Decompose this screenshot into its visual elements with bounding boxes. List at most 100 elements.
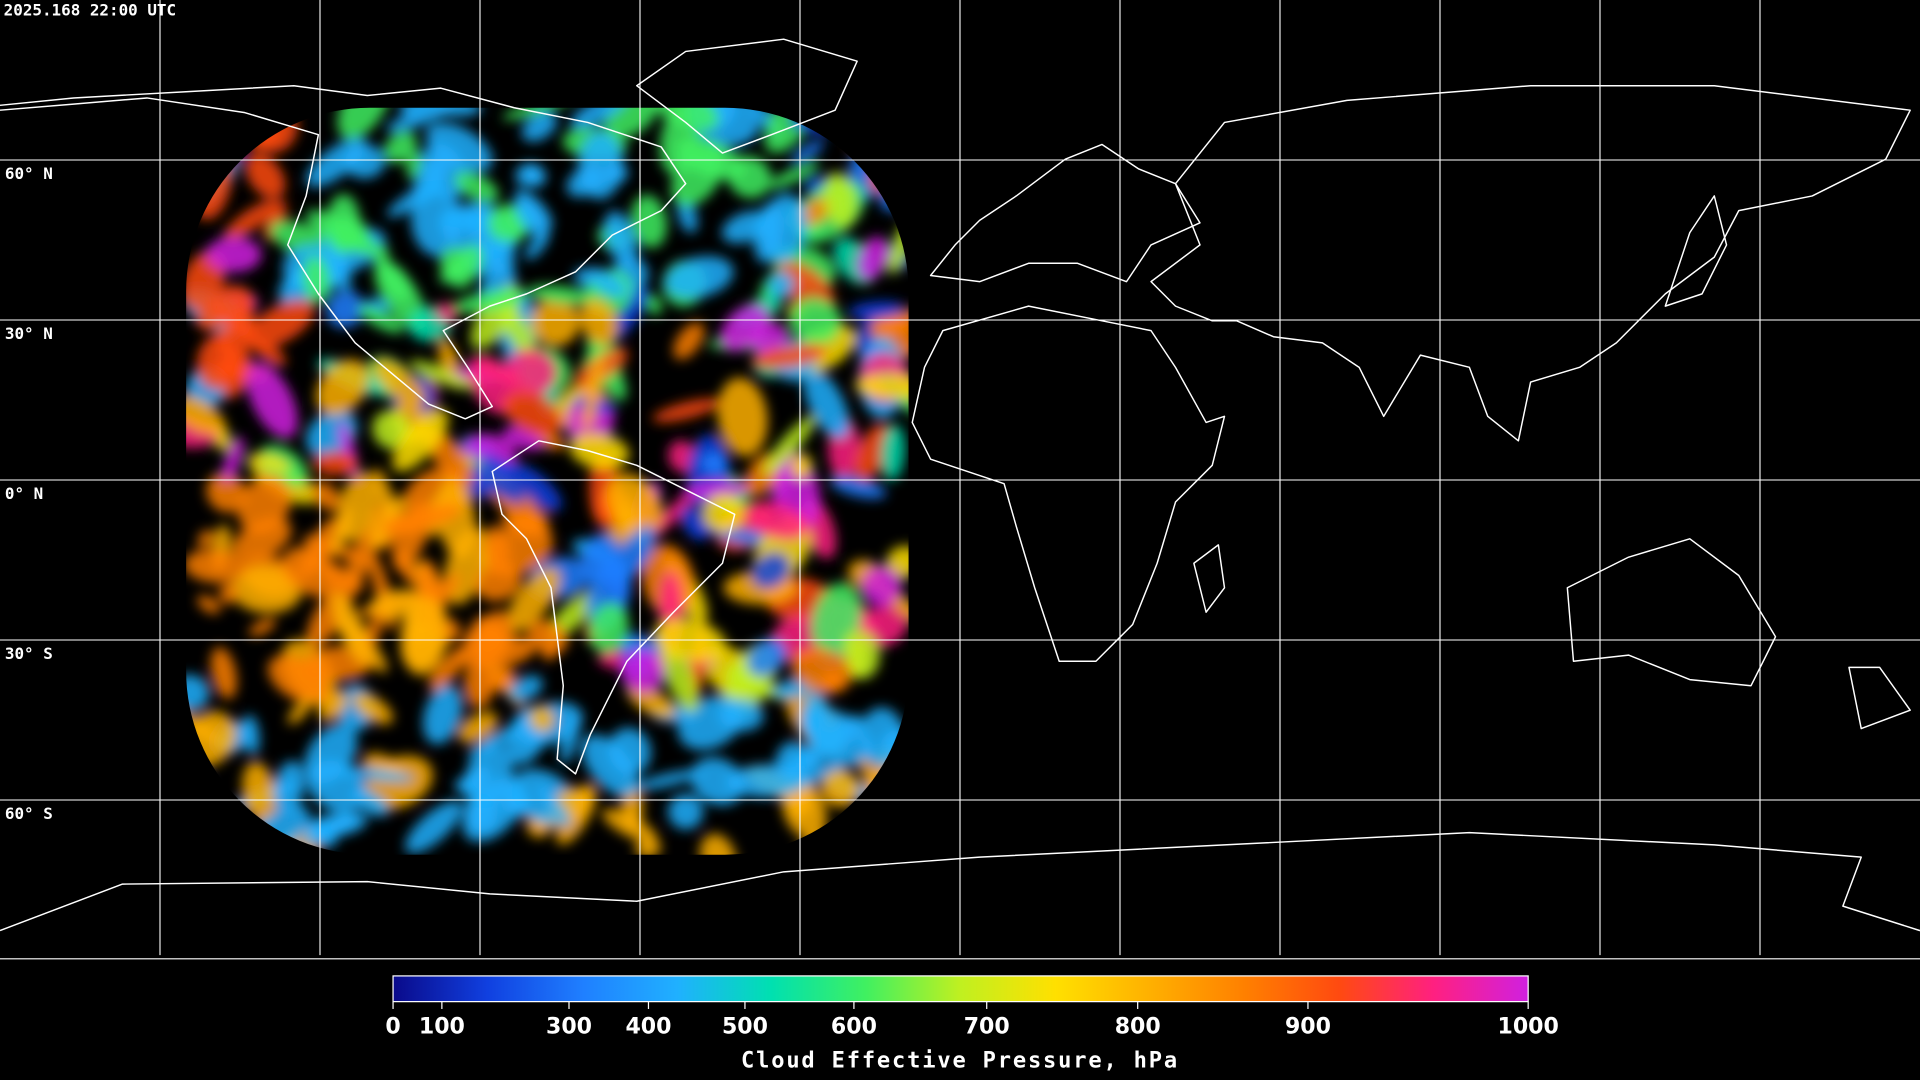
cloud-patch (306, 576, 356, 649)
cloud-patch (475, 563, 522, 602)
cloud-patch (335, 766, 415, 782)
cloud-patch (880, 424, 906, 481)
coastlines (0, 38, 1920, 932)
cloud-patch (527, 285, 595, 305)
cloud-patch (315, 359, 370, 416)
cloud-patch (313, 451, 359, 476)
cloud-patch (664, 256, 734, 299)
cloud-patch (186, 395, 226, 436)
cloud-patch (721, 210, 770, 244)
cloud-patch (436, 477, 477, 559)
cloud-patch (823, 172, 857, 228)
cloud-patch (581, 533, 621, 583)
cloud-patch (570, 107, 627, 129)
cloud-patch (603, 107, 658, 138)
cloud-patch (791, 140, 825, 164)
latitude-label: 30° N (5, 324, 53, 343)
cloud-patch (861, 565, 902, 607)
cloud-patch (503, 391, 563, 436)
cloud-patch (222, 436, 245, 483)
cloud-patch (530, 297, 580, 347)
colorbar-tick-label: 1000 (1497, 1014, 1558, 1039)
cloud-patch (373, 359, 425, 407)
cloud-patch (392, 513, 423, 535)
cloud-patch (412, 156, 449, 202)
cloud-patch (186, 549, 247, 583)
cloud-patch (620, 649, 665, 694)
cloud-patch (767, 271, 795, 298)
cloud-patch (249, 618, 276, 637)
colorbar-label: Cloud Effective Pressure, hPa (741, 1049, 1179, 1074)
cloud-patch (409, 360, 474, 390)
cloud-patch (223, 199, 278, 241)
cloud-patch (301, 256, 331, 303)
colorbar-tick-label: 500 (722, 1014, 768, 1039)
latitude-label: 30° S (5, 644, 53, 663)
colorbar-tick-label: 0 (385, 1014, 400, 1039)
cloud-patch (352, 692, 394, 725)
cloud-patch (246, 362, 298, 439)
cloud-patch (524, 164, 547, 188)
cloud-patch (633, 769, 704, 790)
cloud-patch (219, 583, 238, 605)
cloud-patch (854, 373, 909, 401)
colorbar (392, 975, 1529, 1003)
cloud-patch (267, 654, 330, 704)
cloud-patch (635, 837, 662, 855)
cloud-patch (610, 525, 656, 584)
colorbar-tick-label: 900 (1285, 1014, 1331, 1039)
cloud-patch (196, 334, 238, 391)
cloud-patch (673, 322, 705, 360)
cloud-patch (258, 454, 290, 471)
cloud-patch (454, 171, 499, 203)
cloud-patch (411, 185, 462, 257)
cloud-patch (751, 343, 828, 370)
cloud-patch (841, 630, 880, 679)
cloud-patch (195, 300, 229, 331)
cloud-patch (829, 475, 887, 499)
cloud-patch (205, 236, 262, 273)
graticule (0, 0, 1920, 956)
cloud-patch (242, 714, 260, 756)
cloud-patch (581, 734, 639, 797)
cloud-patch (337, 107, 392, 140)
cloud-patch (506, 567, 561, 632)
cloud-patch (887, 215, 909, 275)
cloud-patch (761, 415, 816, 477)
cloud-patch (717, 377, 768, 457)
cloud-patch (318, 691, 348, 722)
cloud-patch (579, 299, 619, 346)
cloud-patch (333, 215, 370, 251)
cloud-patch (768, 162, 820, 189)
cloud-patch (471, 463, 526, 504)
cloud-patch (886, 545, 909, 579)
latitude-label: 60° N (5, 164, 53, 183)
cloud-patch (484, 667, 517, 692)
colorbar-tick-label: 600 (831, 1014, 877, 1039)
cloud-patch (374, 261, 427, 331)
cloud-patch (372, 410, 411, 450)
timestamp: 2025.168 22:00 UTC (4, 1, 176, 20)
cloud-patch (536, 784, 572, 828)
cloud-patch (803, 369, 850, 439)
cloud-patch (282, 546, 341, 597)
cloud-patch (331, 592, 372, 667)
cloud-patch (242, 761, 277, 826)
cloud-patch (566, 165, 605, 198)
cloud-patch (760, 193, 807, 263)
cloud-patch (560, 711, 581, 764)
cloud-patch (722, 666, 788, 701)
cloud-patch (700, 452, 728, 475)
cloud-patch (461, 765, 491, 793)
cloud-patch (245, 152, 286, 199)
cloud-patch (588, 268, 627, 298)
cloud-patch (751, 552, 791, 589)
cloud-patch (422, 685, 463, 745)
cloud-patch (373, 243, 390, 274)
cloud-patch (602, 808, 658, 843)
cloud-patch (400, 596, 447, 676)
cloud-patch (682, 480, 756, 500)
cloud-patch (789, 296, 842, 345)
latitude-label: 0° N (5, 484, 43, 503)
